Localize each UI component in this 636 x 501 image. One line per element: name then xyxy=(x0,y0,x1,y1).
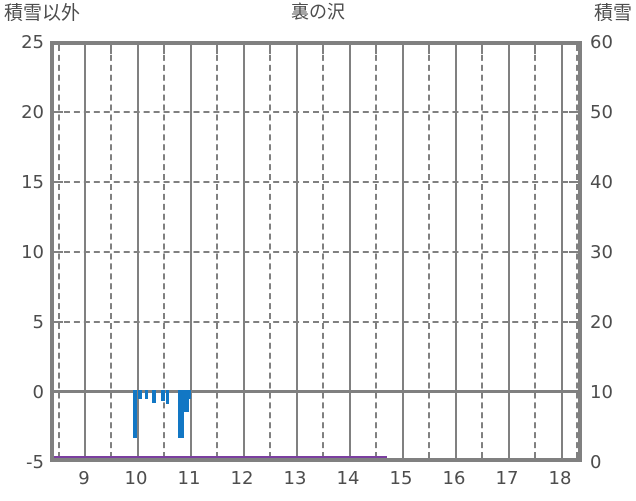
tick-right-50 xyxy=(569,111,578,113)
tick-top-10 xyxy=(137,45,139,54)
vgrid-minor-11p5 xyxy=(216,45,218,458)
vgrid-minor-14p5 xyxy=(375,45,377,458)
tick-top-13 xyxy=(296,45,298,54)
right-axis-tick-0: 0 xyxy=(590,452,602,473)
plot-area xyxy=(50,41,582,462)
tick-left-15 xyxy=(54,181,63,183)
x-axis-tick-11: 11 xyxy=(177,468,201,489)
right-axis-title: 積雪 xyxy=(593,2,632,24)
hgrid-15 xyxy=(54,181,578,183)
vgrid-17 xyxy=(508,45,510,458)
vgrid-13 xyxy=(296,45,298,458)
vgrid-11 xyxy=(190,45,192,458)
tick-top-11p5 xyxy=(216,45,218,54)
right-axis-tick-40: 40 xyxy=(590,172,613,193)
vgrid-12 xyxy=(243,45,245,458)
left-axis-title: 積雪以外 xyxy=(4,2,81,24)
right-axis-tick-20: 20 xyxy=(590,312,613,333)
vgrid-10 xyxy=(137,45,139,458)
vgrid-9 xyxy=(84,45,86,458)
tick-top-15p5 xyxy=(428,45,430,54)
x-axis-tick-16: 16 xyxy=(442,468,466,489)
tick-right-30 xyxy=(569,251,578,253)
tick-right-40 xyxy=(569,181,578,183)
left-axis-tick-5: 5 xyxy=(32,312,44,333)
tick-top-10p5 xyxy=(163,45,165,54)
right-axis-tick-50: 50 xyxy=(590,102,613,123)
left-axis-tick-15: 15 xyxy=(21,172,44,193)
left-axis-tick-neg5: -5 xyxy=(26,452,44,473)
tick-top-9 xyxy=(84,45,86,54)
tick-top-9p5 xyxy=(110,45,112,54)
left-axis-tick-25: 25 xyxy=(21,32,44,53)
x-axis-tick-15: 15 xyxy=(389,468,413,489)
snow-depth-baseline-series xyxy=(54,456,387,458)
left-axis-tick-20: 20 xyxy=(21,102,44,123)
snow-bar xyxy=(184,390,189,412)
hgrid-20 xyxy=(54,111,578,113)
x-axis-tick-17: 17 xyxy=(495,468,519,489)
zero-line xyxy=(54,390,578,393)
vgrid-18 xyxy=(561,45,563,458)
tick-top-17p5 xyxy=(534,45,536,54)
vgrid-minor-12p5 xyxy=(269,45,271,458)
vgrid-minor-13p5 xyxy=(322,45,324,458)
tick-top-13p5 xyxy=(322,45,324,54)
tick-top-16p5 xyxy=(481,45,483,54)
right-axis-tick-10: 10 xyxy=(590,382,613,403)
vgrid-minor-17p5 xyxy=(534,45,536,458)
tick-top-16 xyxy=(455,45,457,54)
tick-top-11 xyxy=(190,45,192,54)
tick-top-12p5 xyxy=(269,45,271,54)
vgrid-15 xyxy=(402,45,404,458)
x-axis-tick-14: 14 xyxy=(336,468,360,489)
x-axis-tick-9: 9 xyxy=(78,468,90,489)
tick-left-5 xyxy=(54,321,63,323)
right-axis-tick-30: 30 xyxy=(590,242,613,263)
left-axis-tick-10: 10 xyxy=(21,242,44,263)
snow-bar xyxy=(133,390,137,438)
tick-left-10 xyxy=(54,251,63,253)
tick-right-20 xyxy=(569,321,578,323)
vgrid-16 xyxy=(455,45,457,458)
snow-bar xyxy=(178,390,184,438)
vgrid-14 xyxy=(349,45,351,458)
right-axis-tick-60: 60 xyxy=(590,32,613,53)
snow-bar xyxy=(138,390,142,399)
snow-bar xyxy=(161,390,165,401)
x-axis-tick-10: 10 xyxy=(124,468,148,489)
tick-top-18 xyxy=(561,45,563,54)
tick-top-14 xyxy=(349,45,351,54)
tick-top-14p5 xyxy=(375,45,377,54)
chart-title: 裏の沢 xyxy=(291,2,345,23)
snow-bar xyxy=(178,390,191,399)
vgrid-minor-15p5 xyxy=(428,45,430,458)
left-axis-tick-0: 0 xyxy=(32,382,44,403)
snow-bar xyxy=(152,390,156,403)
vgrid-minor-16p5 xyxy=(481,45,483,458)
plot-inner xyxy=(54,45,578,458)
tick-top-12 xyxy=(243,45,245,54)
x-axis-tick-18: 18 xyxy=(548,468,572,489)
snow-bar xyxy=(145,390,148,399)
vgrid-minor-10p5 xyxy=(163,45,165,458)
tick-top-17 xyxy=(508,45,510,54)
x-axis-tick-12: 12 xyxy=(230,468,254,489)
hgrid-10 xyxy=(54,251,578,253)
tick-left-20 xyxy=(54,111,63,113)
hgrid-5 xyxy=(54,321,578,323)
x-axis-tick-13: 13 xyxy=(283,468,307,489)
vgrid-minor-9p5 xyxy=(110,45,112,458)
tick-top-15 xyxy=(402,45,404,54)
snow-bar xyxy=(166,390,169,404)
